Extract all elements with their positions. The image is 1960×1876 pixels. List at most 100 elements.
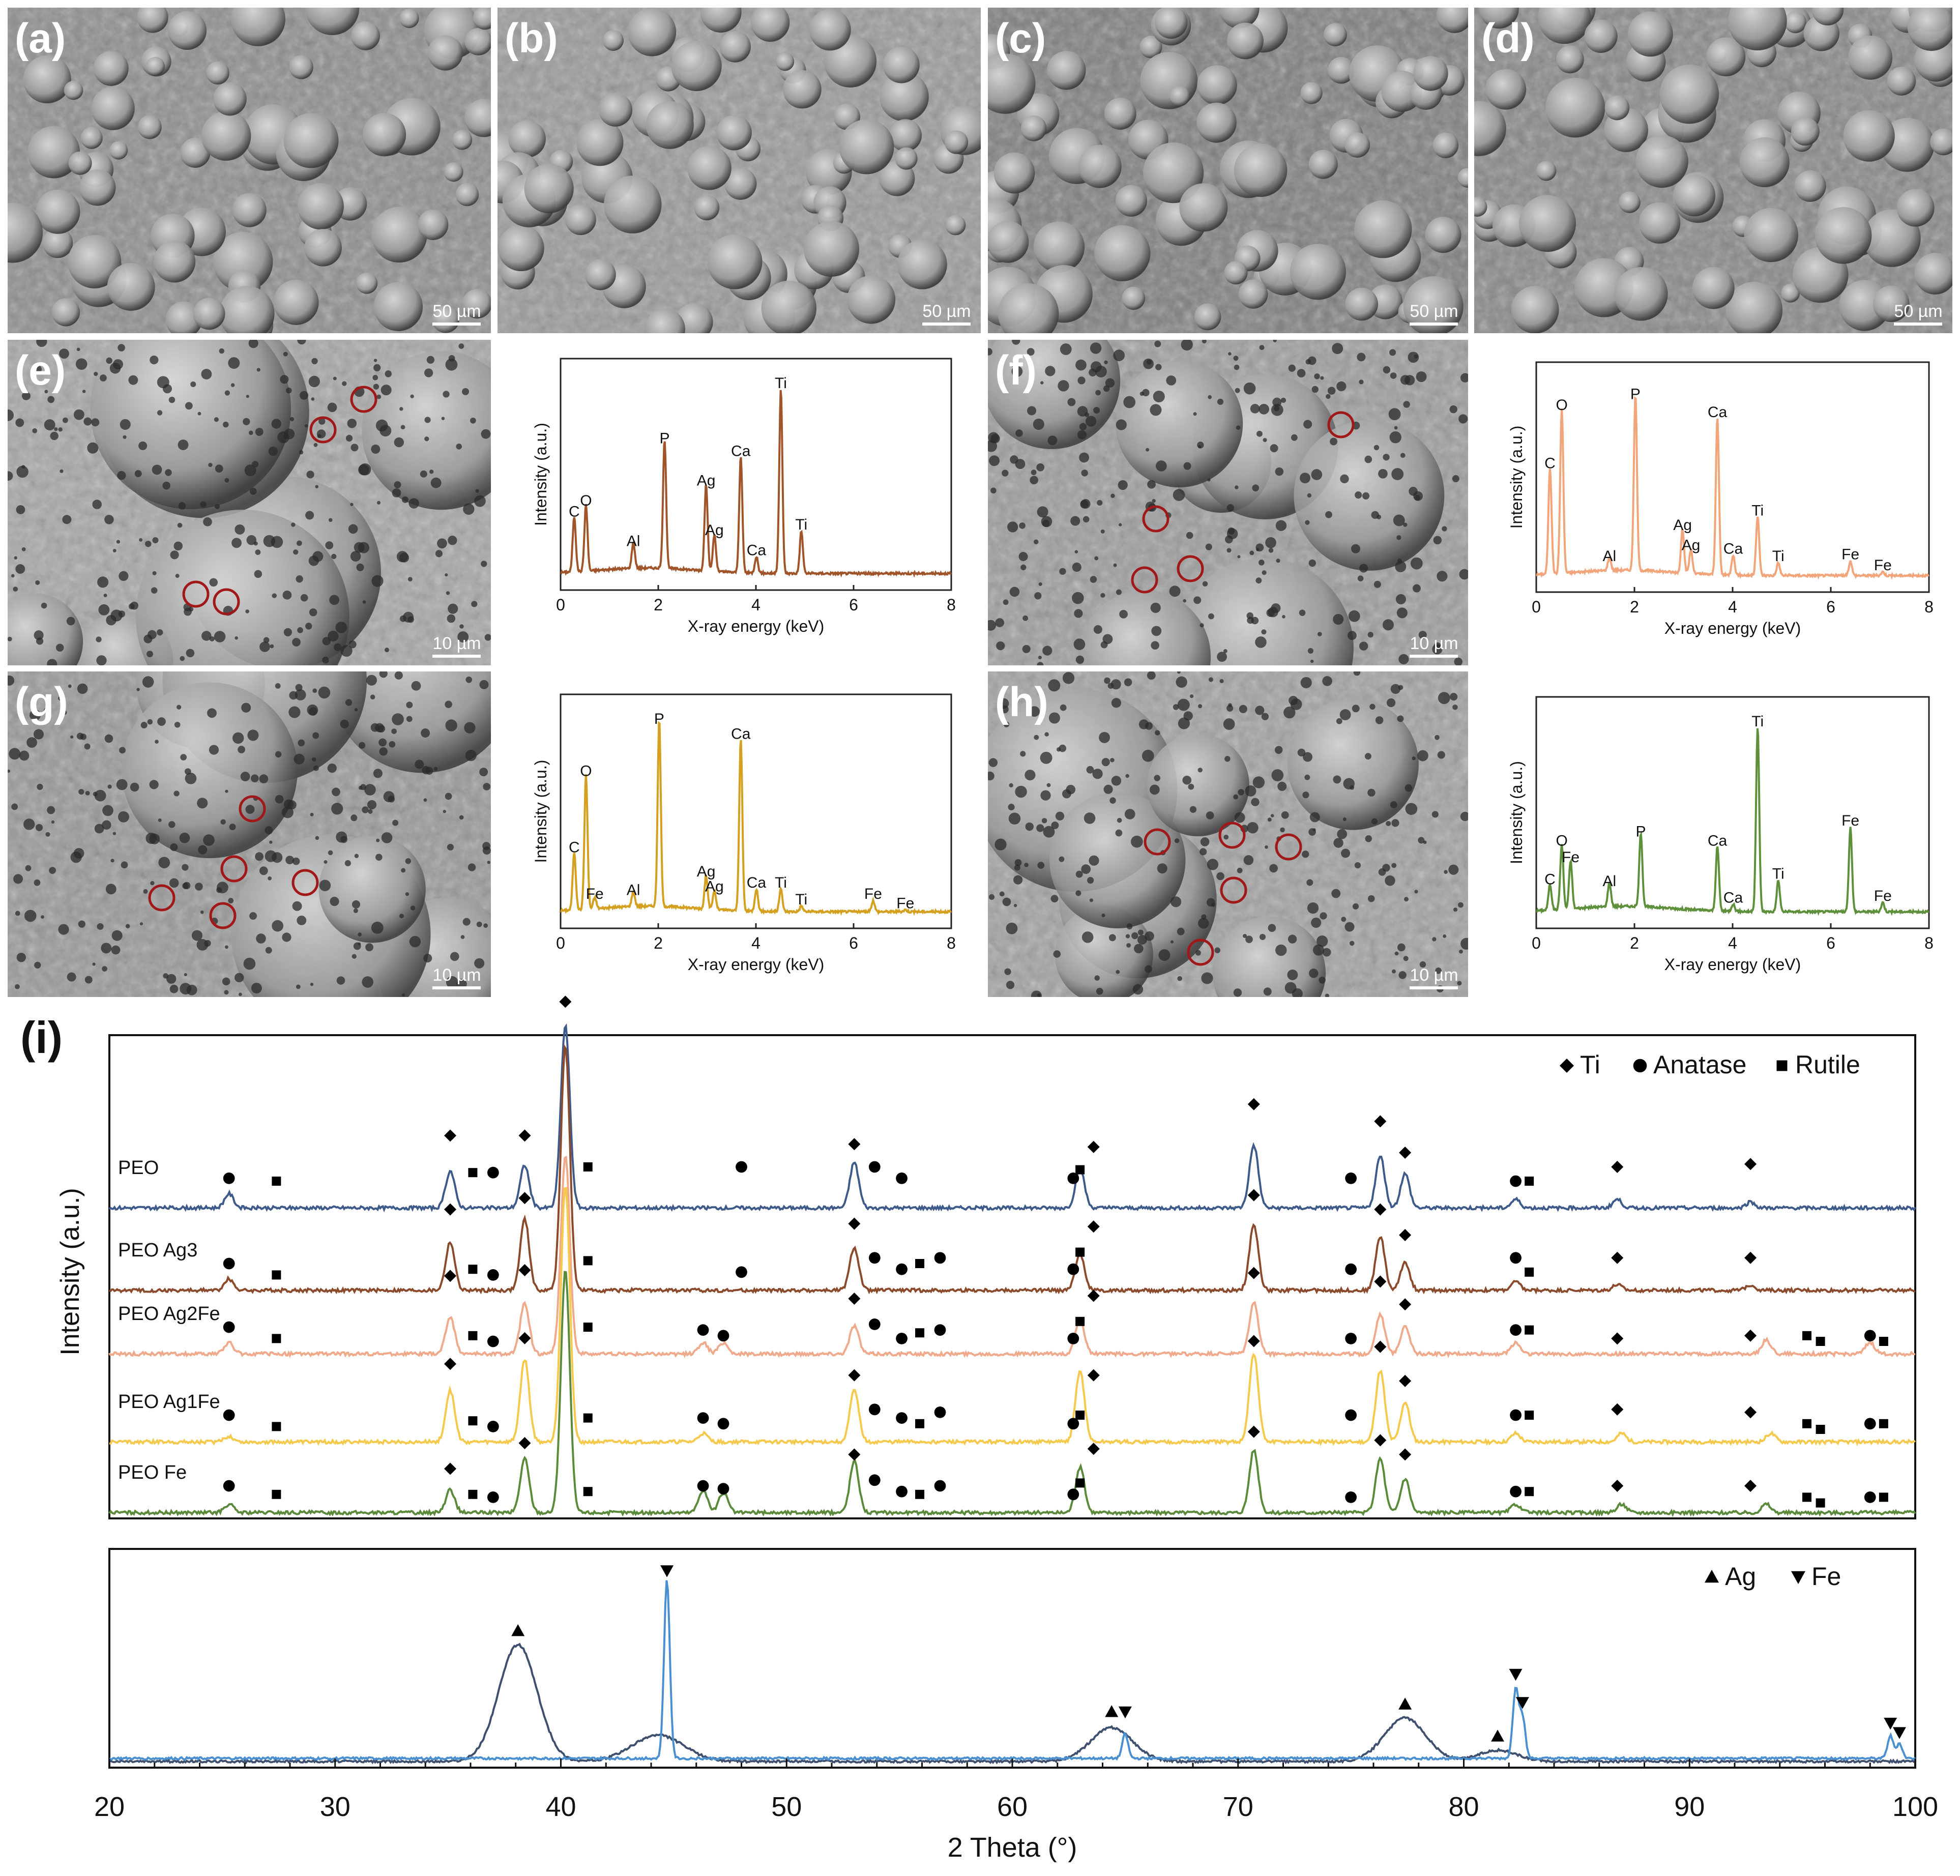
sem-pore: [152, 464, 162, 475]
sem-pore: [85, 790, 90, 796]
sem-pore: [1281, 811, 1289, 819]
sem-pore: [177, 522, 183, 528]
rutile-marker: [583, 1413, 593, 1423]
ti-marker: [1611, 1480, 1624, 1492]
y-axis-label: Intensity (a.u.): [1507, 426, 1526, 529]
sem-pore: [1219, 679, 1224, 684]
sem-pore: [1265, 537, 1276, 548]
sem-images: (a) 50 µm (b) 50 µm (c) 50 µm (d) 50 µm (e) 10 µm…: [8, 8, 1952, 997]
sem-pore: [1008, 804, 1015, 811]
sem-pore: [327, 763, 337, 773]
sem-pore: [14, 556, 17, 560]
rutile-marker: [272, 1489, 281, 1499]
sem-pore: [169, 984, 179, 993]
sem-sphere: [432, 305, 460, 333]
sem-pore: [1268, 924, 1276, 932]
sem-pore: [112, 359, 123, 370]
sem-sphere: [1344, 132, 1370, 158]
sem-pore: [470, 417, 476, 424]
sem-pore: [1367, 895, 1375, 902]
sem-sphere: [464, 99, 491, 137]
sem-pore: [238, 746, 246, 753]
sem-pore: [429, 470, 434, 474]
sem-pore: [410, 394, 414, 398]
ag-marker: [1398, 1697, 1412, 1710]
sem-pore: [292, 901, 302, 911]
sem-sphere: [1140, 52, 1198, 109]
sem-pore: [119, 747, 126, 754]
sem-pore: [1115, 829, 1123, 837]
sem-pore: [1201, 972, 1213, 984]
sem-pore: [1183, 462, 1191, 470]
sem-sphere: [1143, 142, 1204, 203]
sem-panel-b: (b) 50 µm: [498, 8, 981, 333]
peak-label: Ti: [795, 516, 807, 533]
sem-pore: [1031, 990, 1042, 997]
sem-pore: [1367, 632, 1373, 638]
sem-pore: [328, 518, 333, 522]
sem-pore: [182, 883, 189, 889]
sem-pore: [180, 656, 185, 661]
sem-sphere: [473, 8, 491, 30]
sem-sphere: [138, 115, 162, 139]
sem-pore: [340, 836, 347, 843]
sem-pore: [168, 821, 175, 828]
ti-marker: [1087, 1289, 1100, 1302]
sem-pore: [23, 818, 35, 830]
sem-pore: [1214, 947, 1220, 953]
sem-pore: [1226, 705, 1234, 712]
sem-sphere: [998, 283, 1059, 333]
sem-sphere: [945, 215, 966, 236]
sem-pore: [1202, 581, 1208, 587]
sem-pore: [1373, 580, 1381, 588]
sem-pore: [348, 640, 357, 649]
x-tick-label: 6: [1826, 598, 1835, 616]
sem-texture: [498, 8, 981, 333]
eds-f-chart: C O P Al Ag Ag Ca Ca Ti Ti Fe Fe 0 2 4 6 8 X-ray energy (…: [1507, 361, 1934, 637]
sem-pore: [1403, 522, 1408, 527]
sem-pore: [272, 920, 284, 932]
anatase-marker: [1510, 1409, 1522, 1421]
sem-pore: [353, 942, 361, 950]
peak-label: Ca: [747, 874, 767, 891]
sem-pore: [340, 644, 353, 657]
x-tick-label: 8: [947, 934, 956, 952]
sem-pore: [246, 395, 249, 398]
sem-pore: [362, 806, 369, 813]
sem-sphere: [1692, 267, 1735, 309]
ti-marker: [1374, 1434, 1387, 1447]
sem-pore: [1080, 499, 1091, 509]
sem-pore: [1046, 783, 1051, 787]
sem-pore: [353, 908, 358, 913]
sem-pore: [147, 719, 153, 725]
sem-pore: [1418, 631, 1427, 639]
ti-marker: [1744, 1251, 1757, 1264]
sem-pore: [225, 945, 228, 949]
sem-pore: [104, 734, 113, 743]
analysis-point-circle: [213, 588, 240, 615]
sem-pore: [143, 889, 148, 894]
sem-pore: [365, 943, 373, 952]
sem-sphere: [576, 119, 624, 166]
legend-anatase: Anatase: [1653, 1050, 1746, 1079]
ti-marker: [1087, 1443, 1100, 1455]
sem-pore: [1145, 965, 1152, 973]
sem-pore: [77, 683, 88, 694]
fe-marker: [1791, 1571, 1805, 1584]
reference-series: [108, 1624, 1916, 1765]
anatase-marker: [1345, 1409, 1357, 1421]
sem-sphere: [1781, 283, 1800, 303]
sem-pore: [1004, 968, 1011, 975]
sem-sphere: [79, 169, 116, 206]
sem-pore: [1460, 373, 1468, 383]
rutile-marker: [915, 1419, 925, 1428]
sem-pore: [295, 689, 306, 700]
sem-pore: [1247, 822, 1259, 834]
sem-sphere: [1174, 558, 1354, 665]
sem-pore: [1282, 615, 1285, 619]
sem-pore: [197, 798, 208, 809]
sem-pore: [354, 542, 365, 553]
series-label: PEO Ag1Fe: [118, 1391, 220, 1413]
sem-pore: [283, 351, 288, 357]
sem-pore: [1067, 398, 1076, 406]
